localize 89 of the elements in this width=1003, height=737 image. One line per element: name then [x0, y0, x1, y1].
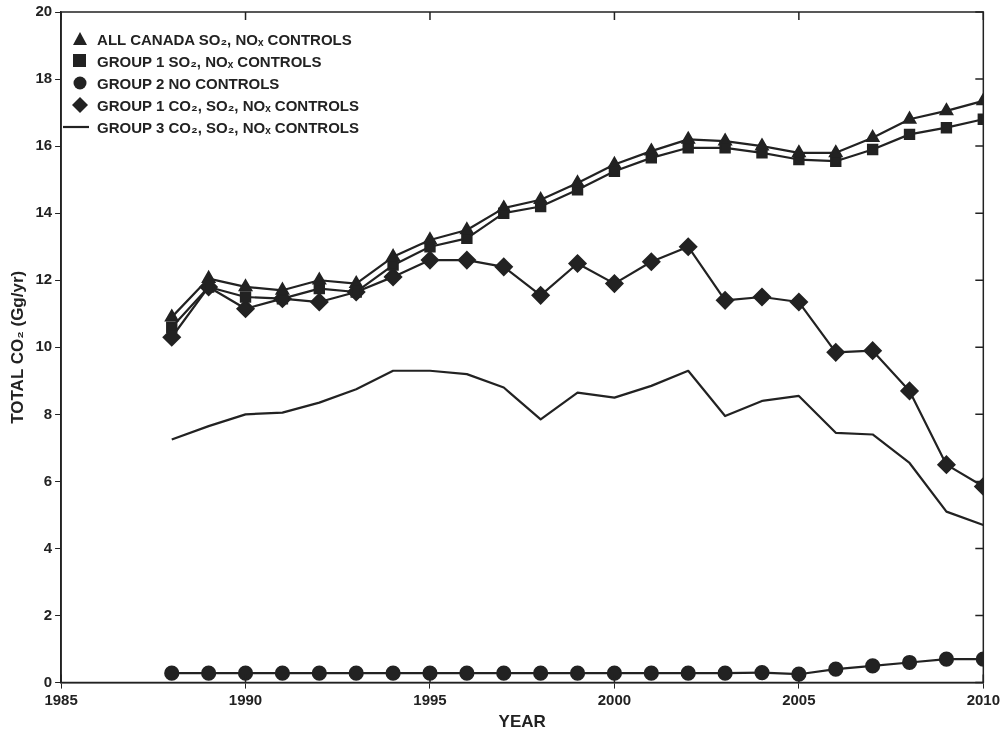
point: [533, 192, 548, 205]
y-tick-label: 6: [43, 471, 53, 489]
y-tick-label: 0: [43, 672, 53, 690]
legend-label: ALL CANADA SO₂, NOₓ CONTROLS: [97, 30, 352, 48]
legend-label: GROUP 3 CO₂, SO₂, NOₓ CONTROLS: [97, 118, 359, 136]
point: [755, 138, 769, 151]
point: [531, 286, 550, 305]
point: [533, 665, 549, 681]
point: [164, 665, 180, 681]
point: [643, 665, 659, 681]
point: [570, 175, 585, 188]
y-tick-label: 14: [35, 203, 53, 221]
point: [385, 665, 401, 681]
point: [863, 341, 882, 360]
point: [715, 291, 735, 310]
point: [606, 665, 623, 681]
x-tick-label: 1985: [44, 690, 78, 708]
point: [420, 251, 440, 270]
point: [903, 128, 916, 141]
point: [349, 275, 363, 288]
point: [239, 291, 252, 303]
point: [789, 292, 808, 312]
point: [605, 274, 624, 293]
point: [902, 111, 917, 124]
point: [460, 222, 474, 235]
y-tick-label: 16: [35, 136, 53, 154]
x-tick-label: 2005: [782, 690, 816, 708]
point: [681, 131, 695, 144]
point: [274, 665, 291, 681]
point: [457, 251, 476, 270]
point: [310, 292, 329, 312]
y-tick-label: 8: [43, 404, 53, 422]
point: [166, 321, 178, 333]
point: [423, 232, 437, 245]
point: [866, 143, 879, 156]
x-tick-label: 2000: [597, 690, 632, 708]
point: [865, 658, 881, 674]
point: [237, 665, 254, 681]
point: [569, 665, 586, 681]
point: [901, 654, 918, 671]
legend-label: GROUP 1 CO₂, SO₂, NOₓ CONTROLS: [97, 96, 359, 114]
point: [494, 257, 513, 276]
point: [900, 381, 919, 400]
point: [312, 272, 327, 285]
point: [644, 143, 659, 156]
point: [937, 455, 956, 474]
x-tick-label: 2010: [966, 690, 1000, 708]
point: [791, 666, 807, 682]
point: [496, 665, 512, 681]
x-tick-label: 1995: [413, 690, 447, 708]
point: [826, 343, 845, 362]
point: [938, 651, 955, 667]
point: [752, 287, 772, 307]
point: [717, 665, 733, 681]
point: [497, 200, 511, 213]
point: [568, 254, 587, 273]
point: [792, 145, 806, 158]
point: [939, 103, 954, 116]
point: [754, 664, 770, 681]
x-tick-label: 1990: [228, 690, 263, 708]
point: [679, 237, 698, 256]
point: [607, 156, 622, 169]
y-tick-label: 12: [35, 270, 53, 288]
y-tick-label: 4: [43, 538, 53, 556]
point: [275, 282, 290, 295]
point: [718, 133, 732, 146]
y-axis-title: TOTAL CO₂ (Gg/yr): [7, 270, 27, 424]
point: [865, 130, 880, 143]
point: [829, 145, 843, 158]
point: [459, 665, 475, 681]
point: [940, 121, 953, 134]
point: [680, 665, 696, 681]
y-tick-label: 2: [43, 605, 53, 623]
point: [311, 665, 327, 681]
point: [165, 309, 179, 322]
point: [201, 270, 216, 283]
point: [386, 249, 400, 262]
point: [422, 665, 438, 681]
point: [642, 252, 661, 271]
y-tick-label: 18: [35, 69, 53, 87]
y-tick-label: 20: [35, 2, 53, 20]
point: [201, 665, 217, 681]
y-tick-label: 10: [35, 337, 53, 355]
x-axis-title: YEAR: [498, 712, 546, 732]
point: [238, 279, 253, 292]
legend-label: GROUP 1 SO₂, NOₓ CONTROLS: [97, 52, 322, 70]
point: [828, 661, 844, 677]
legend-label: GROUP 2 NO CONTROLS: [97, 74, 280, 92]
point: [348, 665, 364, 681]
